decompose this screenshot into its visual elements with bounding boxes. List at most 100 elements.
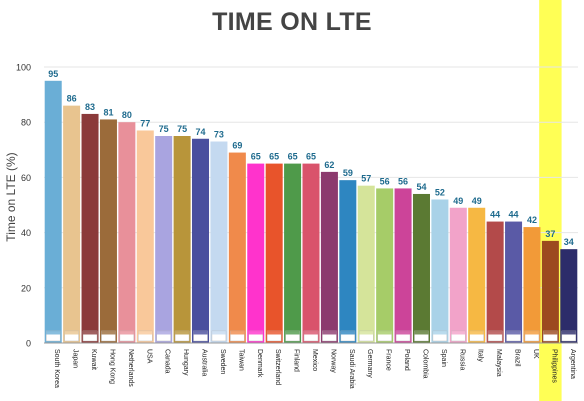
bar [412,193,430,343]
x-tick-label: Mexico [311,349,318,371]
bar [505,221,523,343]
bar [320,171,338,343]
flag-stripe [469,331,484,335]
bar [99,119,117,343]
bar [449,207,467,343]
data-label: 59 [343,168,353,178]
bar [63,105,81,343]
bar [357,185,375,343]
bar [431,199,449,343]
bar [228,152,246,343]
x-tick-label: Saudi Arabia [348,349,355,389]
flag-stripe [303,331,319,335]
flag-stripe [138,331,153,335]
x-tick-label: Poland [403,349,410,371]
x-tick-label: Denmark [256,349,263,378]
data-label: 86 [67,94,77,104]
x-tick-label: Spain [440,349,447,367]
flag-stripe [211,331,226,335]
y-tick-label: 20 [21,283,31,293]
flag-stripe [359,331,374,335]
flag-stripe [561,331,576,335]
bar [339,180,357,343]
data-label: 65 [269,152,279,162]
bar [210,141,228,343]
data-label: 65 [288,152,298,162]
y-tick-label: 80 [21,118,31,128]
flag-stripe [83,331,98,335]
bar [265,163,283,343]
data-label: 54 [416,182,426,192]
flag-stripe [396,331,411,335]
flag-stripe [267,331,282,335]
flag-stripe [248,331,263,335]
bar [486,221,504,343]
x-tick-label: UK [532,349,539,359]
x-tick-label: Finland [293,349,300,372]
x-tick-label: Colombia [421,349,428,379]
flag-stripe [64,331,79,335]
flag-stripe [524,331,539,335]
flag-stripe [543,331,558,335]
y-tick-label: 0 [26,339,31,349]
x-tick-label: Germany [366,349,373,378]
flag-stripe [193,331,208,335]
x-tick-label: Philippines [550,349,557,383]
data-label: 42 [527,215,537,225]
flag-stripe [506,331,521,335]
data-label: 65 [251,152,261,162]
data-label: 95 [48,69,58,79]
data-label: 56 [398,176,408,186]
x-tick-label: Hong Kong [108,349,115,384]
chart-title: TIME ON LTE [212,8,372,36]
data-label: 57 [361,174,371,184]
bar [284,163,302,343]
x-tick-label: Sweden [219,349,226,374]
flag-stripe [46,331,61,335]
x-tick-label: South Korea [53,349,60,388]
flag-stripe [432,331,447,335]
data-label: 49 [472,196,482,206]
data-label: 74 [196,127,206,137]
data-label: 81 [103,107,113,117]
flag-stripe [414,331,429,335]
y-tick-label: 100 [16,63,31,73]
bar [192,138,210,343]
flag-stripe [451,331,466,335]
x-tick-label: Italy [477,349,484,362]
data-label: 80 [122,110,132,120]
x-tick-label: Argentina [569,349,576,379]
x-tick-label: Norway [329,349,336,373]
x-tick-label: Hungary [182,349,189,376]
bar [81,113,99,343]
bar [523,227,541,343]
bar [560,249,578,343]
flag-stripe [230,331,245,335]
data-label: 73 [214,130,224,140]
y-tick-label: 60 [21,173,31,183]
data-label: 65 [306,152,316,162]
data-label: 44 [490,210,500,220]
bar [468,207,486,343]
bar [173,136,191,343]
flag-stripe [156,331,171,335]
x-tick-label: Kuwait [90,349,97,370]
flag-stripe [340,331,355,335]
bar [394,188,412,343]
data-label: 52 [435,187,445,197]
flag-stripe [488,331,503,335]
x-tick-label: Brazil [514,349,521,367]
x-tick-label: France [385,349,392,371]
data-label: 37 [545,229,555,239]
bar [302,163,320,343]
flag-stripe [322,331,337,335]
x-tick-label: Taiwan [237,349,244,371]
bar [136,130,154,343]
data-label: 77 [140,118,150,128]
flag-stripe [377,331,392,335]
bar [155,136,173,343]
x-tick-label: Switzerland [274,349,281,385]
bar [118,122,136,343]
data-label: 44 [509,210,519,220]
